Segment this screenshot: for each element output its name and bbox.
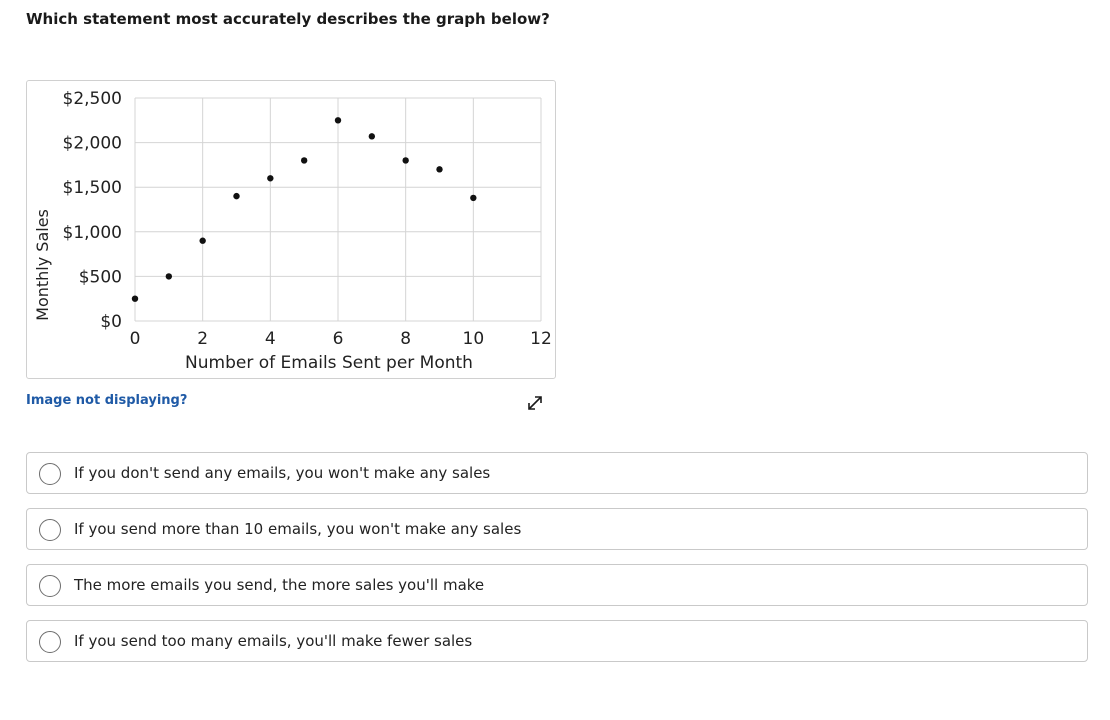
x-tick-label: 2 (197, 329, 208, 349)
option-label: The more emails you send, the more sales… (74, 576, 485, 594)
option-label: If you don't send any emails, you won't … (74, 464, 491, 482)
y-axis-ticks: $0 $500 $1,000 $1,500 $2,000 $2,500 (63, 89, 122, 332)
chart-svg: $0 $500 $1,000 $1,500 $2,000 $2,500 0 2 4 6 8 10 12… (33, 89, 552, 373)
x-axis-label: Number of Emails Sent per Month (185, 353, 473, 373)
answer-option-4[interactable]: If you send too many emails, you'll make… (26, 620, 1088, 662)
y-tick-label: $500 (79, 267, 122, 287)
x-tick-label: 0 (130, 329, 141, 349)
x-tick-label: 10 (463, 329, 485, 349)
data-point (436, 166, 443, 173)
data-point (334, 117, 342, 124)
chart-grid (134, 97, 542, 322)
x-tick-label: 6 (333, 329, 344, 349)
question-text: Which statement most accurately describe… (26, 10, 550, 28)
answer-option-3[interactable]: The more emails you send, the more sales… (26, 564, 1088, 606)
y-tick-label: $1,500 (63, 178, 122, 198)
y-tick-label: $2,500 (63, 89, 122, 109)
y-tick-label: $0 (100, 312, 122, 332)
radio-button[interactable] (39, 519, 61, 541)
image-not-displaying-link[interactable]: Image not displaying? (26, 393, 188, 408)
data-point (470, 194, 477, 202)
x-axis-ticks: 0 2 4 6 8 10 12 (130, 329, 552, 349)
expand-arrows-icon[interactable] (524, 392, 546, 414)
data-point (199, 237, 206, 244)
scatter-chart: $0 $500 $1,000 $1,500 $2,000 $2,500 0 2 4 6 8 10 12… (26, 80, 556, 379)
option-label: If you send too many emails, you'll make… (74, 632, 473, 650)
data-points (131, 117, 477, 302)
answer-option-1[interactable]: If you don't send any emails, you won't … (26, 452, 1088, 494)
y-tick-label: $1,000 (63, 223, 122, 243)
radio-button[interactable] (39, 463, 61, 485)
data-point (267, 175, 274, 182)
data-point (402, 157, 409, 164)
x-tick-label: 8 (400, 329, 411, 349)
y-axis-label: Monthly Sales (33, 209, 52, 321)
radio-button[interactable] (39, 575, 61, 597)
data-point (165, 273, 173, 280)
data-point (300, 157, 308, 164)
data-point (368, 133, 376, 140)
option-label: If you send more than 10 emails, you won… (74, 520, 522, 538)
answer-option-2[interactable]: If you send more than 10 emails, you won… (26, 508, 1088, 550)
data-point (233, 192, 240, 200)
x-tick-label: 12 (530, 329, 552, 349)
y-tick-label: $2,000 (63, 134, 122, 154)
x-tick-label: 4 (265, 329, 276, 349)
radio-button[interactable] (39, 631, 61, 653)
data-point (131, 295, 139, 302)
